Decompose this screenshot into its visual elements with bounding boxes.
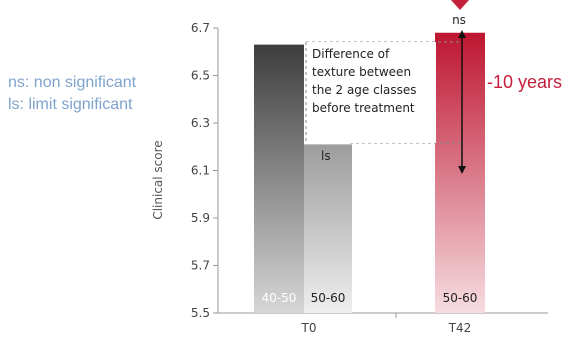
- x-tick-label-t0: T0: [301, 321, 317, 335]
- bar-t0-50-60: [304, 144, 352, 313]
- annotation-line-4: before treatment: [312, 101, 415, 115]
- ns-label: ns: [452, 13, 466, 27]
- y-tick-label: 6.1: [191, 164, 210, 178]
- y-ticks: 5.5 5.7 5.9 6.1 6.3 6.5 6.7: [191, 21, 218, 320]
- bars: 40-50 50-60 50-60: [254, 32, 485, 313]
- annotation-line-2: texture between: [312, 65, 411, 79]
- ls-label: ls: [321, 149, 331, 163]
- y-tick-label: 6.5: [191, 69, 210, 83]
- y-axis-label: Clinical score: [151, 140, 165, 219]
- legend-ls: ls: limit significant: [8, 96, 133, 113]
- y-tick-label: 5.5: [191, 306, 210, 320]
- ns-marker-arrow: [451, 0, 469, 10]
- bar-label-50-60: 50-60: [311, 291, 346, 305]
- bar-t42-50-60: [435, 32, 485, 313]
- bar-t0-40-50: [254, 44, 304, 313]
- annotation-box: [306, 42, 436, 143]
- annotation-line-1: Difference of: [312, 47, 390, 61]
- bar-label-40-50: 40-50: [262, 291, 297, 305]
- bar-label-50-60: 50-60: [443, 291, 478, 305]
- delta-years-label: -10 years: [487, 72, 562, 92]
- legend-ns: ns: non significant: [8, 74, 137, 91]
- y-tick-label: 6.3: [191, 116, 210, 130]
- x-tick-label-t42: T42: [448, 321, 472, 335]
- annotation-line-3: the 2 age classes: [312, 83, 417, 97]
- y-tick-label: 5.7: [191, 259, 210, 273]
- y-tick-label: 6.7: [191, 21, 210, 35]
- y-tick-label: 5.9: [191, 211, 210, 225]
